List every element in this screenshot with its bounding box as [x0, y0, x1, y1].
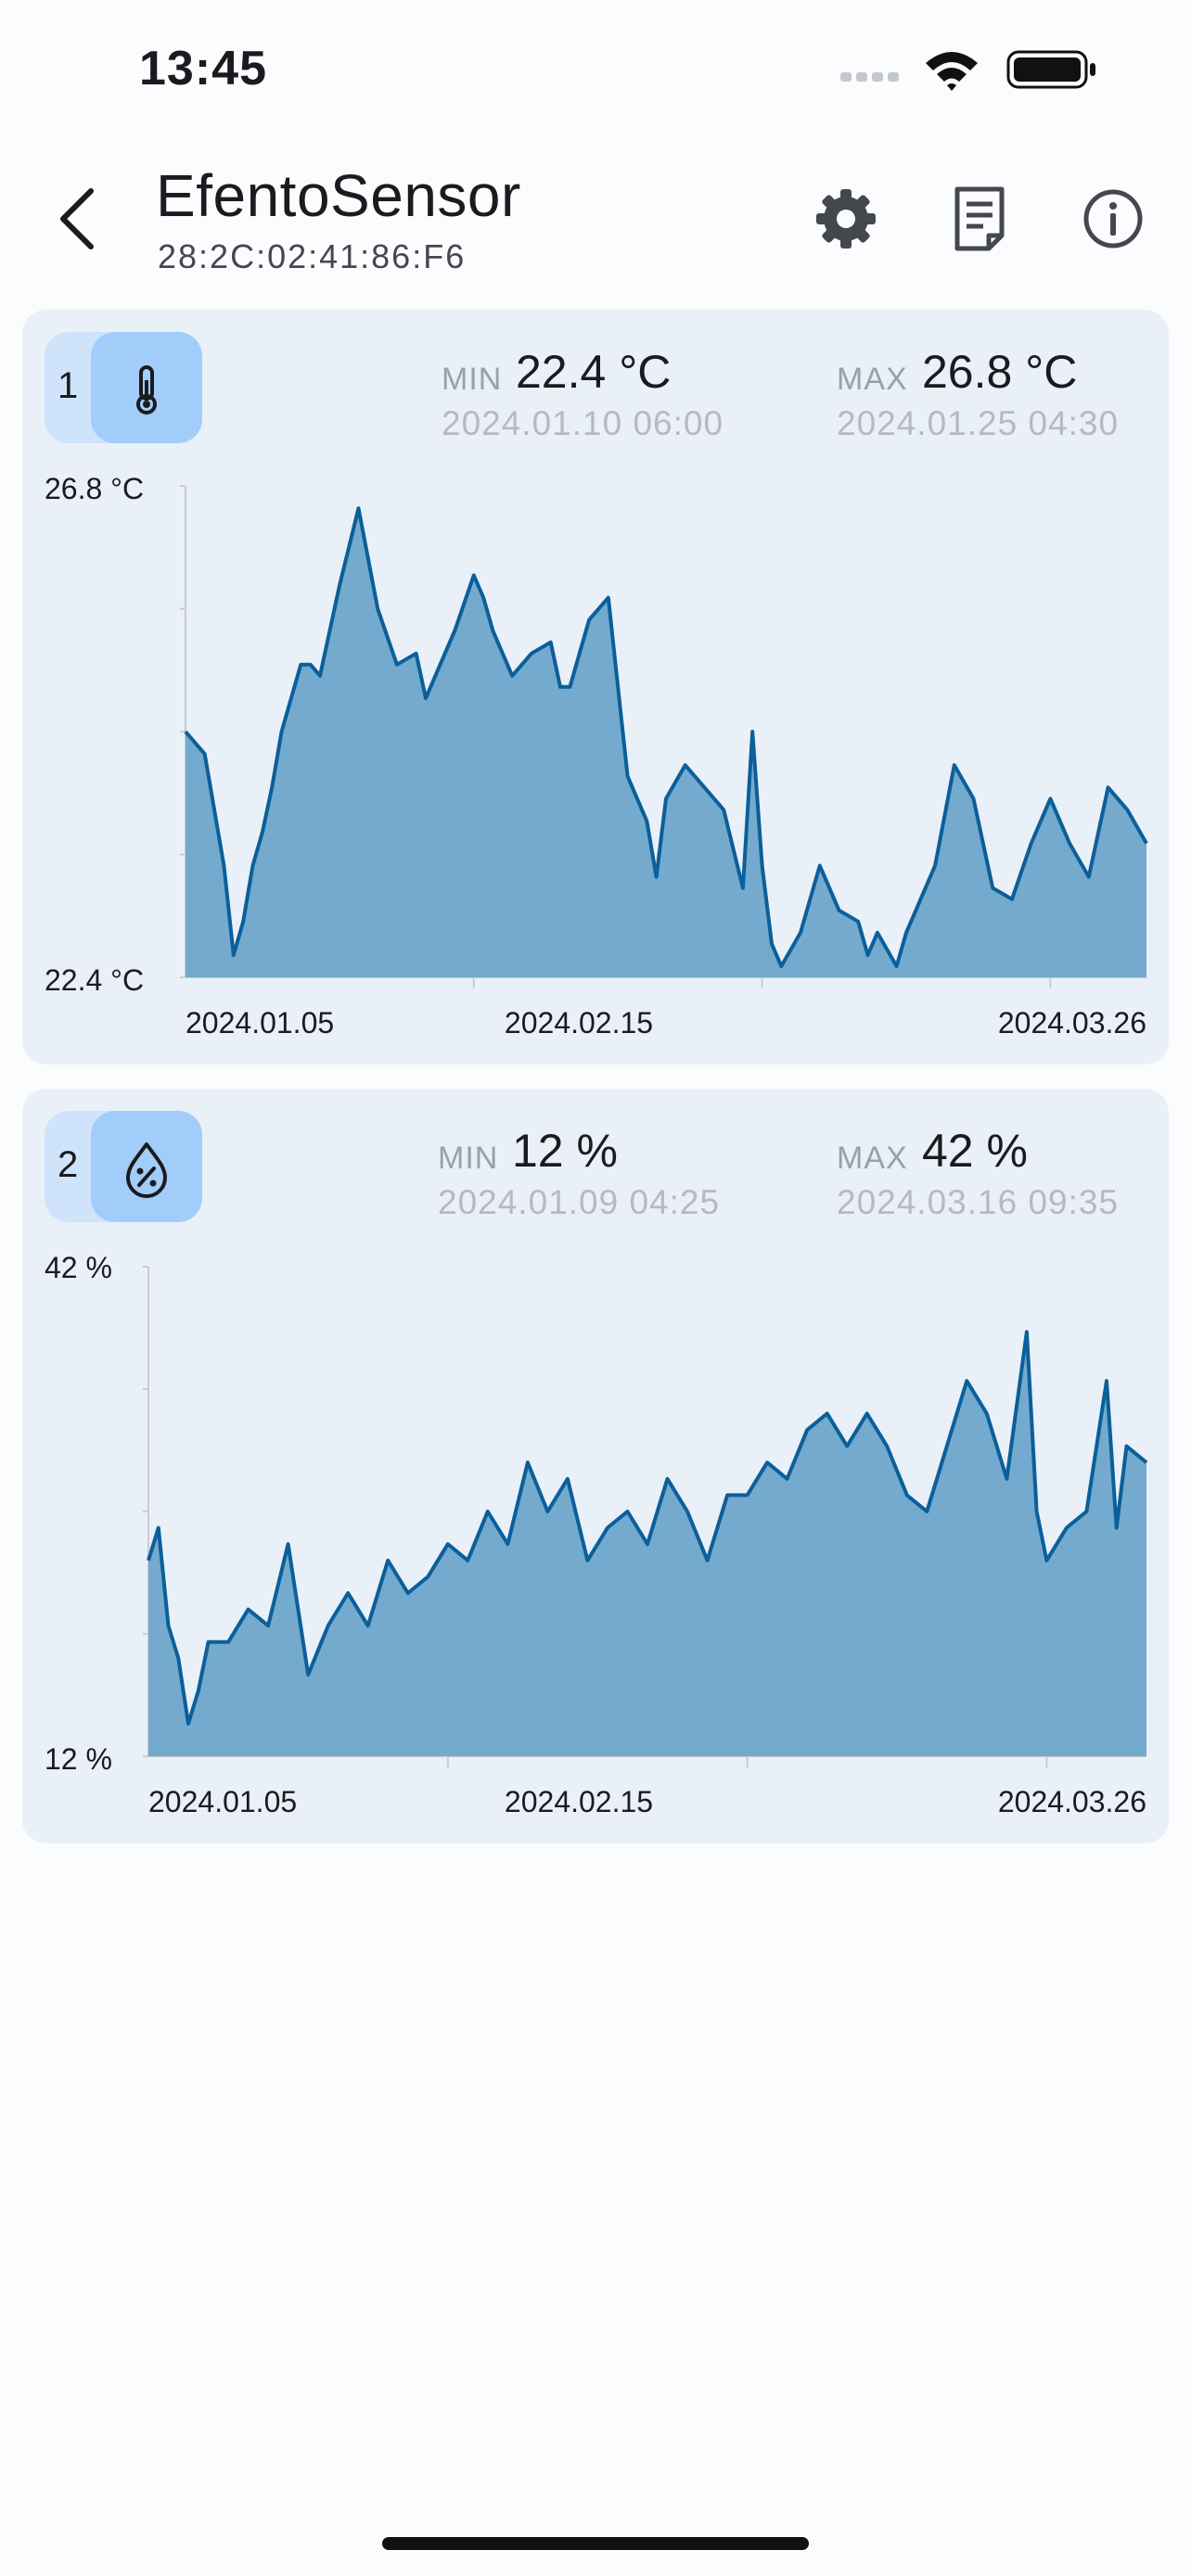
temperature-chart: 26.8 °C 22.4 °C 2024.01.05 2024.02.15 20… — [45, 472, 1148, 1039]
y-axis-bottom-label: 22.4 °C — [45, 963, 144, 997]
channel-number: 2 — [58, 1144, 79, 1185]
report-button[interactable] — [942, 182, 1017, 256]
app-bar: EfentoSensor 28:2C:02:41:86:F6 — [0, 139, 1191, 297]
settings-button[interactable] — [809, 182, 883, 256]
channel-card-humidity[interactable]: 2 MIN 12 % 2024.01.09 04:25 MAX 42 % 202… — [22, 1089, 1169, 1843]
max-label: MAX — [837, 1141, 908, 1176]
x-axis-label-start: 2024.01.05 — [148, 1785, 297, 1818]
status-time: 13:45 — [139, 42, 267, 96]
series-area — [186, 508, 1146, 977]
max-stat: MAX 42 % 2024.03.16 09:35 — [837, 1116, 1161, 1228]
series-line — [147, 1330, 1148, 1726]
device-mac-address: 28:2C:02:41:86:F6 — [158, 237, 467, 275]
page-title: EfentoSensor — [156, 162, 521, 229]
channel-number: 1 — [58, 365, 79, 406]
max-value: 26.8 °C — [922, 346, 1078, 398]
report-document-icon — [954, 186, 1005, 251]
min-date: 2024.01.10 06:00 — [442, 404, 724, 442]
x-axis-label-middle: 2024.02.15 — [505, 1785, 653, 1818]
wifi-icon — [926, 52, 978, 91]
max-value: 42 % — [922, 1125, 1028, 1177]
y-axis-bottom-label: 12 % — [45, 1742, 112, 1776]
info-button[interactable] — [1076, 182, 1150, 256]
min-label: MIN — [438, 1141, 499, 1176]
x-axis-label-start: 2024.01.05 — [186, 1006, 334, 1039]
y-axis-top-label: 26.8 °C — [45, 472, 144, 505]
x-axis-label-end: 2024.03.26 — [998, 1006, 1146, 1039]
back-arrow-icon — [60, 188, 94, 249]
min-label: MIN — [442, 362, 503, 397]
humidity-percent-drop-icon — [126, 1142, 167, 1198]
max-label: MAX — [837, 362, 908, 397]
min-stat: MIN 22.4 °C 2024.01.10 06:00 — [442, 338, 775, 449]
min-stat: MIN 12 % 2024.01.09 04:25 — [438, 1116, 772, 1228]
series-line — [184, 506, 1148, 968]
status-bar: 13:45 — [0, 0, 1191, 139]
home-indicator[interactable] — [382, 2537, 809, 2550]
max-stat: MAX 26.8 °C 2024.01.25 04:30 — [837, 338, 1161, 449]
status-icons — [839, 45, 1098, 96]
thermometer-icon — [136, 365, 157, 414]
min-value: 22.4 °C — [516, 346, 672, 398]
settings-icon — [816, 189, 876, 249]
y-axis-top-label: 42 % — [45, 1251, 112, 1284]
humidity-chart: 42 % 12 % 2024.01.05 2024.02.15 2024.03.… — [45, 1251, 1148, 1818]
channel-chip: 2 — [45, 1111, 223, 1222]
min-value: 12 % — [512, 1125, 618, 1177]
channel-card-temperature[interactable]: 1 MIN 22.4 °C 2024.01.10 06:00 MAX 26.8 … — [22, 310, 1169, 1065]
battery-icon — [1006, 50, 1095, 89]
x-axis-label-end: 2024.03.26 — [998, 1785, 1146, 1818]
channel-chip: 1 — [45, 332, 223, 443]
max-date: 2024.03.16 09:35 — [837, 1183, 1120, 1221]
cellular-signal-icon — [840, 72, 899, 82]
min-date: 2024.01.09 04:25 — [438, 1183, 721, 1221]
back-button[interactable] — [46, 182, 111, 256]
info-icon — [1083, 189, 1143, 249]
x-axis-label-middle: 2024.02.15 — [505, 1006, 653, 1039]
max-date: 2024.01.25 04:30 — [837, 404, 1120, 442]
